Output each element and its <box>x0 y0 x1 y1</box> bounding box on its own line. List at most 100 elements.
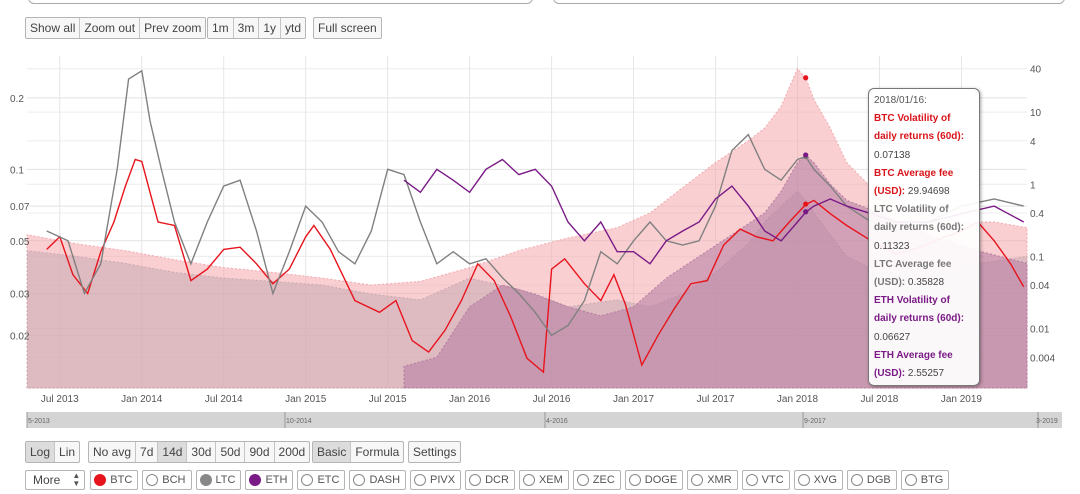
coin-toggle-xem[interactable]: XEM <box>518 470 569 490</box>
avg-14d-button[interactable]: 14d <box>158 442 188 462</box>
tooltip-entries: BTC Volatility of daily returns (60d): 0… <box>874 110 974 383</box>
y-left-tick-label: 0.1 <box>10 165 24 176</box>
coin-toggle-dash[interactable]: DASH <box>349 470 407 490</box>
avg-30d-button[interactable]: 30d <box>187 442 217 462</box>
coin-toggle-dcr[interactable]: DCR <box>465 470 515 490</box>
range-1y-button[interactable]: 1y <box>259 18 282 38</box>
coin-label: XMR <box>707 474 732 486</box>
coin-toggle-ltc[interactable]: LTC <box>195 470 242 490</box>
coin-toggle-xvg[interactable]: XVG <box>793 470 843 490</box>
fullscreen-button-group: Full screen <box>313 17 382 39</box>
toggle-circle-icon <box>850 474 863 486</box>
x-tick-label: Jul 2014 <box>205 394 243 405</box>
tooltip-entry: ETH Average fee (USD): 2.55257 <box>874 349 953 380</box>
range-3m-button[interactable]: 3m <box>234 18 260 38</box>
log-scale-button[interactable]: Log <box>26 442 56 462</box>
coin-toggle-zec[interactable]: ZEC <box>572 470 621 490</box>
coin-label: ETH <box>265 474 288 486</box>
x-tick-label: Jul 2015 <box>369 394 407 405</box>
coin-toggle-btc[interactable]: BTC <box>90 470 139 490</box>
zoom-out-button[interactable]: Zoom out <box>80 18 141 38</box>
toggle-circle-icon <box>522 474 535 486</box>
toggle-circle-icon <box>199 474 212 486</box>
more-select-label: More <box>33 473 61 487</box>
y-right-tick-label: 0.4 <box>1030 209 1044 220</box>
y-left-tick-label: 0.2 <box>10 94 24 105</box>
hover-point <box>803 209 809 215</box>
coin-toggle-bch[interactable]: BCH <box>142 470 192 490</box>
avg-200d-button[interactable]: 200d <box>278 445 306 459</box>
coin-toggle-pivx[interactable]: PIVX <box>410 470 462 490</box>
top-input-left[interactable] <box>28 0 533 4</box>
more-select[interactable]: More ▲ ▼ <box>25 470 86 490</box>
avg-90d-button[interactable]: 90d <box>245 442 275 462</box>
show-all-button[interactable]: Show all <box>26 18 81 38</box>
hover-point <box>803 75 809 81</box>
navigator-label: 4-2016 <box>546 418 568 425</box>
x-tick-label: Jul 2013 <box>41 394 79 405</box>
top-input-right[interactable] <box>553 0 1065 4</box>
coin-label: XVG <box>813 474 837 486</box>
y-left-tick-label: 0.07 <box>10 202 30 213</box>
zoom-button-group: Show all Zoom out Prev zoom <box>25 17 207 39</box>
toggle-circle-icon <box>691 474 704 486</box>
coin-toggle-btg[interactable]: BTG <box>900 470 950 490</box>
toggle-circle-icon <box>797 474 810 486</box>
coin-toggle-etc[interactable]: ETC <box>297 470 346 490</box>
y-left-tick-label: 0.02 <box>10 331 30 342</box>
axis-layer: 0.2 0.1 0.07 0.05 0.03 0.02 40 10 4 1 0.4 0.1 0.04 0.… <box>10 65 1062 428</box>
y-left-tick-label: 0.03 <box>10 289 30 300</box>
hover-point <box>803 152 809 158</box>
x-tick-label: Jan 2014 <box>121 394 163 405</box>
tooltip-entry: LTC Volatility of daily returns (60d): 0… <box>874 204 965 252</box>
coin-label: DCR <box>485 474 509 486</box>
coin-label: BTG <box>920 474 944 486</box>
formula-mode-button[interactable]: Formula <box>355 445 400 459</box>
tooltip-entry-label: BTC Volatility of daily returns (60d) <box>874 113 961 143</box>
coin-toggle-dgb[interactable]: DGB <box>846 470 897 490</box>
navigator-label: 10-2014 <box>286 418 312 425</box>
coin-toggle-eth[interactable]: ETH <box>245 470 294 490</box>
full-screen-button[interactable]: Full screen <box>318 21 377 35</box>
scale-button-group: Log Lin <box>25 441 81 463</box>
toggle-circle-icon <box>414 474 427 486</box>
coin-toggle-vtc[interactable]: VTC <box>741 470 790 490</box>
x-tick-label: Jan 2017 <box>613 394 655 405</box>
range-1m-button[interactable]: 1m <box>208 18 234 38</box>
x-tick-label: Jul 2016 <box>533 394 571 405</box>
toggle-circle-icon <box>94 474 107 486</box>
hover-point <box>803 201 809 207</box>
coin-toggle-xmr[interactable]: XMR <box>687 470 738 490</box>
navigator-label: 9-2017 <box>804 418 826 425</box>
coin-toggle-doge[interactable]: DOGE <box>624 470 684 490</box>
y-right-tick-label: 0.04 <box>1030 281 1050 292</box>
settings-button[interactable]: Settings <box>413 445 457 459</box>
chart[interactable]: 0.2 0.1 0.07 0.05 0.03 0.02 40 10 4 1 0.4 0.1 0.04 0.… <box>0 50 1080 430</box>
range-ytd-button[interactable]: ytd <box>285 21 302 35</box>
coin-label: ETC <box>317 474 340 486</box>
avg-7d-button[interactable]: 7d <box>136 442 159 462</box>
series-btc-volatility-of-daily-returns-60d <box>46 158 1025 374</box>
tooltip-date: 2018/01/16: <box>874 95 927 106</box>
x-tick-label: Jul 2018 <box>861 394 899 405</box>
tooltip-entry-value: 2.55257 <box>905 368 945 380</box>
x-tick-label: Jan 2019 <box>941 394 983 405</box>
tooltip-entry-value: 0.35828 <box>905 277 945 289</box>
lin-scale-button[interactable]: Lin <box>59 445 76 459</box>
basic-mode-button[interactable]: Basic <box>313 442 352 462</box>
coin-label: BTC <box>110 474 133 486</box>
average-button-group: No avg 7d 14d 30d 50d 90d 200d <box>88 441 311 463</box>
prev-zoom-button[interactable]: Prev zoom <box>144 21 202 35</box>
avg-none-button[interactable]: No avg <box>89 442 137 462</box>
y-right-tick-label: 40 <box>1030 65 1042 76</box>
tooltip-entry: BTC Average fee (USD): 29.94698 <box>874 167 954 198</box>
y-right-tick-label: 0.004 <box>1030 353 1055 364</box>
navigator-label: 3-2019 <box>1036 418 1058 425</box>
range-button-group: 1m 3m 1y ytd <box>207 17 307 39</box>
tooltip-entry-label: LTC Average fee (USD) <box>874 258 952 289</box>
avg-50d-button[interactable]: 50d <box>216 442 246 462</box>
coin-label: BCH <box>162 474 186 486</box>
tooltip-entry-value: 0.07138 <box>874 149 911 161</box>
coin-label: VTC <box>761 474 784 486</box>
tooltip-entry-value: 0.06627 <box>874 331 911 343</box>
